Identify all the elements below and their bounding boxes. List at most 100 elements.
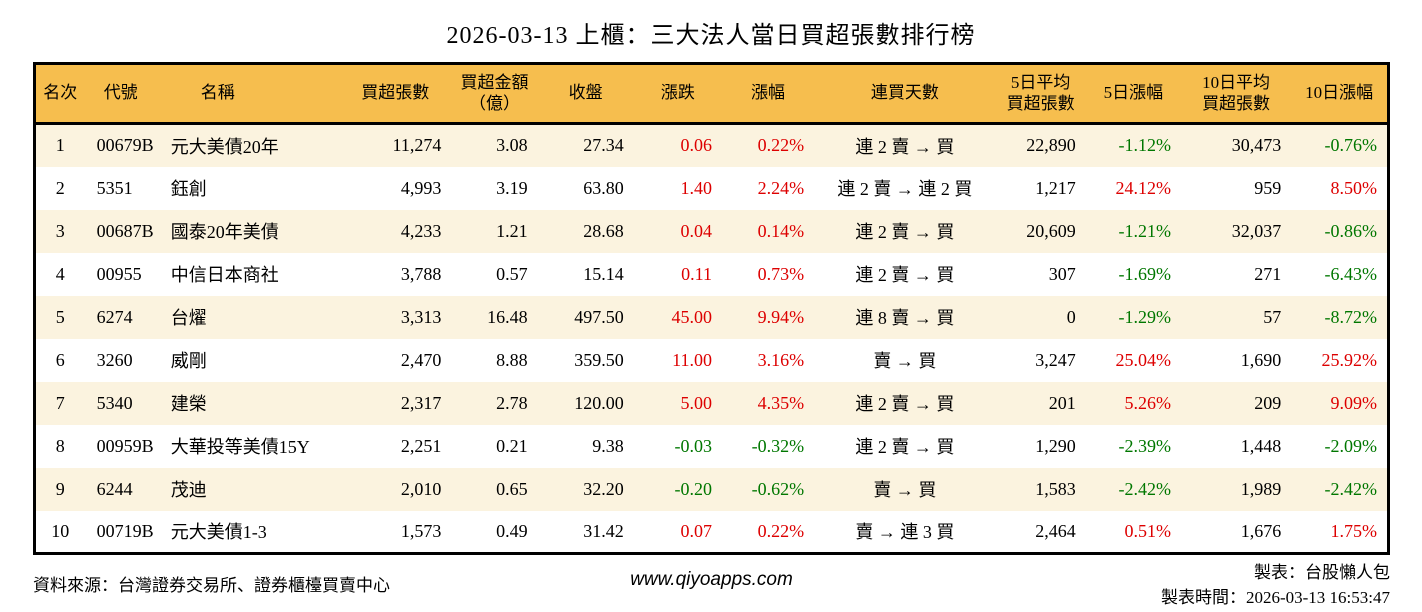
cell-close: 63.80 xyxy=(583,177,624,198)
cell-avg5_vol: 201 xyxy=(1048,392,1076,413)
table-row: 5 6274 台燿 3,313 16.48 497.50 45.00 9.94% 連 8 賣 →… xyxy=(34,295,1389,339)
cell-pct5: 5.26% xyxy=(1124,392,1171,413)
column-header-pct5: 5日漲幅 xyxy=(1085,63,1181,125)
cell-change: 0.07 xyxy=(680,520,712,541)
table-header-row: 名次 代號 名稱 買超張數 買超金額 （億） 收盤 漲跌 漲幅 連買天數 5日平均 買超張數 5日漲… xyxy=(34,63,1389,125)
cell-pct10: 8.50% xyxy=(1330,177,1378,198)
cell-avg10_vol: 959 xyxy=(1254,177,1282,198)
cell-buy_streak: 連 8 賣 → 買 xyxy=(855,308,955,328)
cell-net_buy_amt: 0.21 xyxy=(496,435,528,456)
cell-buy_streak: 連 2 賣 → 買 xyxy=(855,437,955,457)
cell-avg10_vol: 209 xyxy=(1254,392,1282,413)
cell-close: 27.34 xyxy=(583,135,624,156)
cell-change: 45.00 xyxy=(671,306,712,327)
cell-pct10: 25.92% xyxy=(1321,349,1378,370)
ranking-table: 名次 代號 名稱 買超張數 買超金額 （億） 收盤 漲跌 漲幅 連買天數 5日平均 買超張數 5日漲… xyxy=(33,62,1390,555)
cell-change: 5.00 xyxy=(680,392,712,413)
cell-buy_streak: 連 2 賣 → 買 xyxy=(855,136,955,157)
column-header-pct10: 10日漲幅 xyxy=(1291,63,1389,125)
cell-buy_streak: 連 2 賣 → 買 xyxy=(855,394,955,414)
cell-rank: 9 xyxy=(55,478,65,499)
column-header-change_pct: 漲幅 xyxy=(721,63,815,125)
cell-name: 建榮 xyxy=(170,394,207,414)
cell-net_buy_amt: 3.19 xyxy=(496,177,528,198)
cell-change: 0.06 xyxy=(680,135,712,156)
cell-code: 3260 xyxy=(96,349,133,370)
cell-net_buy_vol: 3,313 xyxy=(400,306,442,327)
cell-pct5: -1.29% xyxy=(1118,306,1171,327)
cell-change_pct: 9.94% xyxy=(757,306,805,327)
table-row: 8 00959B 大華投等美債15Y 2,251 0.21 9.38 -0.03 -0.32%… xyxy=(34,424,1389,468)
cell-buy_streak: 賣 → 買 xyxy=(873,351,937,371)
cell-change: 1.40 xyxy=(680,177,712,198)
table-row: 10 00719B 元大美債1-3 1,573 0.49 31.42 0.07 0.22% 賣 … xyxy=(34,510,1389,554)
cell-avg5_vol: 22,890 xyxy=(1026,135,1076,156)
cell-change: -0.03 xyxy=(674,435,712,456)
cell-net_buy_amt: 2.78 xyxy=(496,392,528,413)
cell-close: 31.42 xyxy=(583,520,624,541)
column-header-avg10_vol: 10日平均 買超張數 xyxy=(1180,63,1292,125)
table-row: 4 00955 中信日本商社 3,788 0.57 15.14 0.11 0.73% 連 2 賣… xyxy=(34,252,1389,296)
cell-pct5: -1.21% xyxy=(1118,220,1171,241)
cell-change_pct: 0.73% xyxy=(757,263,805,284)
credits-block: 製表：台股懶人包 製表時間：2026-03-13 16:53:47 xyxy=(1161,561,1390,610)
table-row: 1 00679B 元大美債20年 11,274 3.08 27.34 0.06 0.22% 連 … xyxy=(34,123,1389,167)
cell-rank: 6 xyxy=(55,349,65,370)
cell-change_pct: 0.22% xyxy=(757,135,805,156)
cell-pct10: -6.43% xyxy=(1324,263,1378,284)
cell-change: 11.00 xyxy=(672,349,712,370)
cell-avg10_vol: 32,037 xyxy=(1231,220,1282,241)
cell-change_pct: -0.62% xyxy=(751,478,805,499)
cell-pct5: -1.69% xyxy=(1118,263,1171,284)
cell-code: 6244 xyxy=(96,478,133,499)
cell-pct10: 9.09% xyxy=(1330,392,1378,413)
cell-code: 00679B xyxy=(96,135,154,156)
cell-change_pct: 4.35% xyxy=(757,392,805,413)
column-header-close: 收盤 xyxy=(537,63,634,125)
cell-pct5: 0.51% xyxy=(1124,520,1171,541)
cell-buy_streak: 賣 → 連 3 買 xyxy=(855,522,955,543)
cell-pct10: -0.76% xyxy=(1324,135,1378,156)
cell-close: 9.38 xyxy=(592,435,624,456)
cell-change_pct: -0.32% xyxy=(751,435,805,456)
cell-name: 威剛 xyxy=(170,351,207,371)
cell-name: 鈺創 xyxy=(170,179,207,199)
cell-buy_streak: 連 2 賣 → 買 xyxy=(855,222,955,242)
cell-avg10_vol: 30,473 xyxy=(1231,135,1282,156)
column-header-rank: 名次 xyxy=(34,63,85,125)
cell-code: 00959B xyxy=(96,435,154,456)
cell-name: 台燿 xyxy=(170,308,207,328)
cell-avg5_vol: 1,583 xyxy=(1035,478,1076,499)
column-header-change: 漲跌 xyxy=(633,63,722,125)
cell-avg5_vol: 1,290 xyxy=(1035,435,1076,456)
cell-pct5: 24.12% xyxy=(1115,177,1171,198)
cell-change_pct: 0.14% xyxy=(757,220,805,241)
data-source-label: 資料來源：台灣證券交易所、證券櫃檯買賣中心 xyxy=(33,576,390,595)
cell-avg10_vol: 1,690 xyxy=(1240,349,1282,370)
cell-net_buy_amt: 0.57 xyxy=(496,263,528,284)
cell-close: 497.50 xyxy=(574,306,624,327)
cell-pct5: -2.39% xyxy=(1118,435,1171,456)
footer: 資料來源：台灣證券交易所、證券櫃檯買賣中心 www.qiyoapps.com 製… xyxy=(33,561,1390,609)
cell-net_buy_vol: 4,993 xyxy=(400,177,442,198)
cell-rank: 8 xyxy=(55,435,65,456)
table-row: 3 00687B 國泰20年美債 4,233 1.21 28.68 0.04 0.14% 連 2… xyxy=(34,209,1389,253)
cell-buy_streak: 連 2 賣 → 連 2 買 xyxy=(837,179,973,199)
cell-code: 6274 xyxy=(96,306,133,327)
cell-buy_streak: 賣 → 買 xyxy=(873,480,937,500)
cell-rank: 2 xyxy=(55,177,65,198)
cell-pct5: -1.12% xyxy=(1118,135,1171,156)
generated-time-label: 製表時間：2026-03-13 16:53:47 xyxy=(1160,587,1390,607)
cell-net_buy_vol: 1,573 xyxy=(400,520,442,541)
table-row: 2 5351 鈺創 4,993 3.19 63.80 1.40 2.24% 連 2 賣 → 連 … xyxy=(34,166,1389,210)
cell-avg10_vol: 1,448 xyxy=(1240,435,1282,456)
cell-avg5_vol: 2,464 xyxy=(1035,520,1076,541)
table-row: 9 6244 茂迪 2,010 0.65 32.20 -0.20 -0.62% 賣 → 買 1,5… xyxy=(34,467,1389,511)
cell-rank: 1 xyxy=(55,135,65,156)
cell-net_buy_amt: 16.48 xyxy=(487,306,528,327)
cell-net_buy_amt: 0.65 xyxy=(496,478,528,499)
cell-change: 0.11 xyxy=(681,263,712,284)
cell-name: 元大美債1-3 xyxy=(170,522,267,543)
cell-pct10: -8.72% xyxy=(1324,306,1378,327)
cell-net_buy_vol: 2,317 xyxy=(400,392,442,413)
